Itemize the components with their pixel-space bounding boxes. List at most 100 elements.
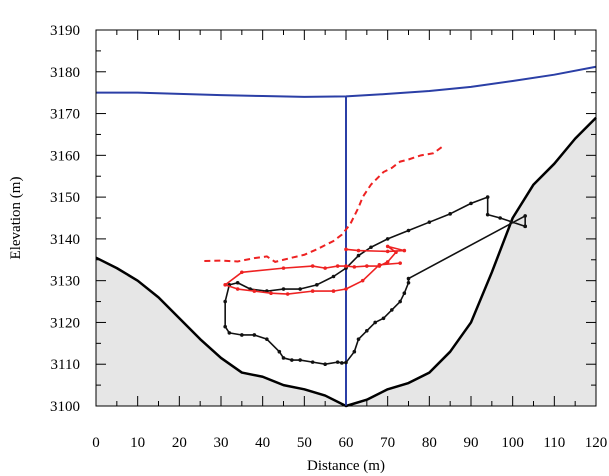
black-path-point — [406, 276, 411, 281]
red-path-point — [285, 292, 290, 296]
red-path-point — [377, 264, 382, 268]
black-path-point — [223, 299, 227, 304]
y-tick-label: 3180 — [50, 65, 80, 81]
red-path-point — [344, 247, 348, 252]
surface-line — [96, 65, 597, 98]
y-tick-labels: 3100 3110 3120 3130 3140 3150 3160 3170 3180 3190 — [50, 23, 80, 415]
black-path-point — [448, 212, 452, 216]
x-tick-label: 60 — [339, 435, 354, 451]
red-path-point — [402, 248, 407, 253]
y-tick-label: 3100 — [50, 399, 80, 415]
y-tick-label: 3140 — [50, 232, 80, 248]
red-dashed-path — [204, 146, 443, 263]
black-path-point — [298, 358, 302, 362]
black-path-point — [498, 216, 502, 220]
black-path-point — [265, 337, 269, 341]
black-path-point — [223, 324, 227, 329]
x-tick-label: 110 — [543, 435, 565, 451]
black-path-point — [240, 333, 244, 337]
black-path-point — [523, 214, 527, 218]
red-path-point — [398, 261, 402, 265]
black-path-point — [485, 195, 490, 199]
black-path-point — [252, 333, 257, 337]
x-tick-label: 20 — [172, 435, 187, 451]
red-path-point — [385, 260, 390, 264]
x-tick-label: 70 — [380, 435, 395, 451]
black-path-point — [344, 360, 348, 365]
black-path-point — [427, 220, 432, 224]
red-path-point — [385, 244, 390, 249]
black-path-point — [373, 320, 377, 325]
y-axis-title: Elevation (m) — [8, 177, 24, 260]
black-path-point — [356, 253, 361, 258]
black-path-point — [356, 337, 361, 341]
black-path-point — [331, 274, 336, 279]
red-path-point — [356, 248, 361, 253]
red-path-point — [240, 270, 244, 275]
red-path-point — [252, 289, 257, 293]
black-path-point — [235, 280, 240, 285]
red-path-point — [344, 287, 348, 291]
black-path-point — [402, 291, 407, 296]
black-path-point — [281, 287, 286, 291]
red-path — [224, 245, 406, 295]
black-path-point — [369, 245, 373, 250]
black-path-point — [277, 349, 282, 354]
black-path-point — [323, 362, 327, 367]
red-path-point — [385, 249, 390, 254]
x-axis-title: Distance (m) — [307, 458, 385, 474]
black-path-point — [390, 308, 394, 312]
black-path-point — [398, 299, 402, 304]
black-path-point — [365, 329, 369, 333]
black-path-point — [335, 360, 340, 364]
black-path-point — [485, 212, 490, 217]
black-path-point — [281, 356, 286, 360]
black-path-point — [298, 287, 302, 291]
red-path-point — [335, 264, 340, 268]
plot-frame — [95, 29, 597, 407]
y-tick-label: 3170 — [50, 107, 80, 123]
red-path-point — [352, 265, 357, 269]
x-tick-label: 120 — [585, 435, 608, 451]
black-path-point — [523, 224, 527, 229]
black-path-point — [406, 280, 411, 285]
black-path-point — [406, 228, 411, 233]
red-path-point — [365, 264, 369, 268]
black-path-point — [340, 361, 344, 365]
x-tick-label: 0 — [92, 435, 100, 451]
red-path-point — [281, 266, 286, 270]
red-path-point — [331, 289, 336, 293]
y-tick-label: 3160 — [50, 148, 80, 164]
terrain-layer — [96, 117, 596, 406]
black-path-point — [352, 349, 357, 354]
black-path-point — [381, 316, 386, 321]
black-path-point — [290, 358, 294, 362]
red-path-point — [323, 266, 327, 270]
y-tick-label: 3120 — [50, 315, 80, 331]
black-path-point — [310, 360, 315, 364]
black-path-point — [385, 237, 390, 241]
tick-marks — [95, 29, 597, 407]
x-tick-labels: 0 10 20 30 40 50 60 70 80 90 100 110 120 — [92, 435, 607, 451]
black-path-point — [315, 283, 319, 287]
red-path-point — [344, 264, 348, 268]
y-tick-label: 3110 — [51, 357, 80, 373]
black-path-point — [469, 201, 473, 206]
y-tick-label: 3150 — [50, 190, 80, 206]
x-tick-label: 100 — [501, 435, 524, 451]
red-path-point — [223, 283, 227, 287]
red-path-point — [394, 250, 398, 255]
red-path-point — [235, 287, 240, 291]
x-tick-label: 50 — [297, 435, 312, 451]
red-path-point — [310, 264, 315, 268]
x-tick-label: 80 — [422, 435, 437, 451]
terrain-area — [96, 117, 596, 406]
x-tick-label: 30 — [214, 435, 229, 451]
y-tick-label: 3130 — [50, 274, 80, 290]
black-path-point — [227, 331, 232, 335]
red-path-point — [269, 291, 273, 296]
x-tick-label: 40 — [255, 435, 270, 451]
red-path-point — [310, 289, 315, 293]
x-tick-label: 90 — [464, 435, 479, 451]
